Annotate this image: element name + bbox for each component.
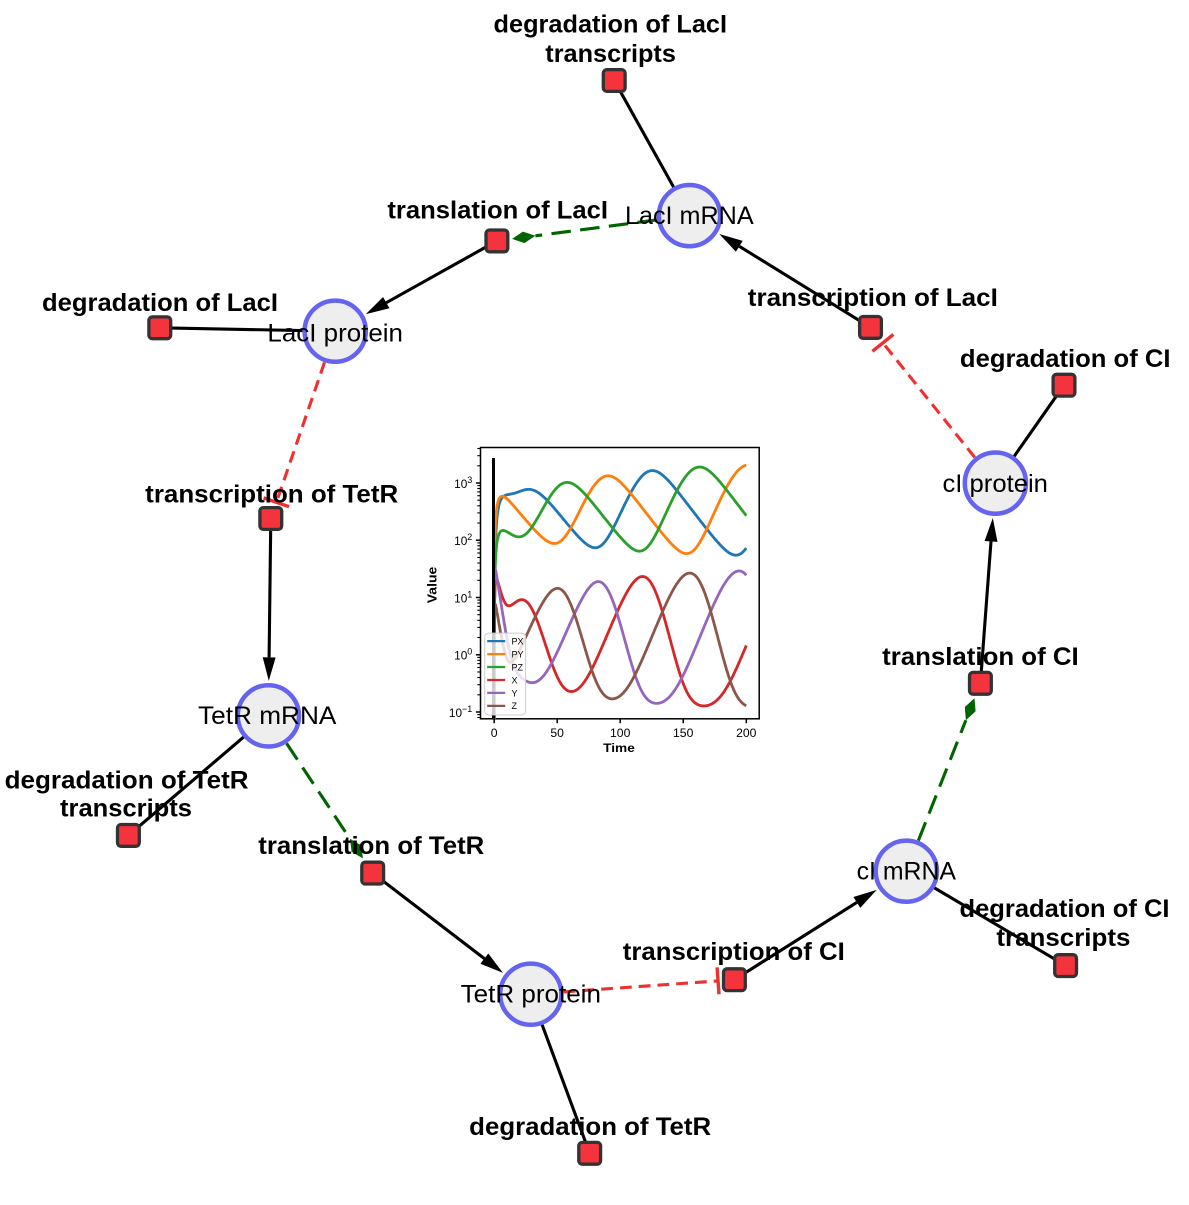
svg-text:PX: PX [512,637,524,647]
svg-text:degradation of CI: degradation of CI [960,345,1171,373]
svg-text:0: 0 [491,726,498,740]
svg-text:translation of TetR: translation of TetR [258,832,484,860]
svg-text:degradation of TetR: degradation of TetR [5,766,249,794]
svg-text:transcripts: transcripts [996,924,1130,952]
svg-text:200: 200 [736,726,757,740]
svg-text:100: 100 [610,726,631,740]
svg-text:degradation of LacI: degradation of LacI [42,289,278,317]
svg-text:transcripts: transcripts [545,40,676,68]
svg-text:50: 50 [550,726,564,740]
svg-text:cI mRNA: cI mRNA [857,858,957,886]
svg-text:TetR mRNA: TetR mRNA [198,702,337,730]
svg-text:PZ: PZ [512,662,524,672]
svg-text:transcription of LacI: transcription of LacI [748,284,998,312]
svg-text:degradation of TetR: degradation of TetR [469,1113,711,1141]
svg-text:transcripts: transcripts [60,795,192,823]
svg-text:TetR protein: TetR protein [461,981,601,1009]
svg-text:LacI mRNA: LacI mRNA [625,202,754,230]
svg-text:PY: PY [512,650,524,660]
svg-text:transcription of CI: transcription of CI [623,938,845,966]
svg-text:Z: Z [512,701,518,711]
svg-text:LacI protein: LacI protein [267,320,403,348]
svg-text:degradation of LacI: degradation of LacI [494,11,728,39]
svg-text:X: X [512,675,518,685]
svg-text:Y: Y [512,688,518,698]
svg-text:Value: Value [424,567,439,604]
svg-text:transcription of TetR: transcription of TetR [145,480,398,508]
svg-text:Time: Time [603,741,635,755]
svg-text:translation of LacI: translation of LacI [387,196,608,224]
svg-text:degradation of CI: degradation of CI [960,895,1170,923]
svg-text:cI protein: cI protein [943,470,1048,498]
svg-text:150: 150 [673,726,694,740]
svg-text:translation of CI: translation of CI [882,643,1079,671]
